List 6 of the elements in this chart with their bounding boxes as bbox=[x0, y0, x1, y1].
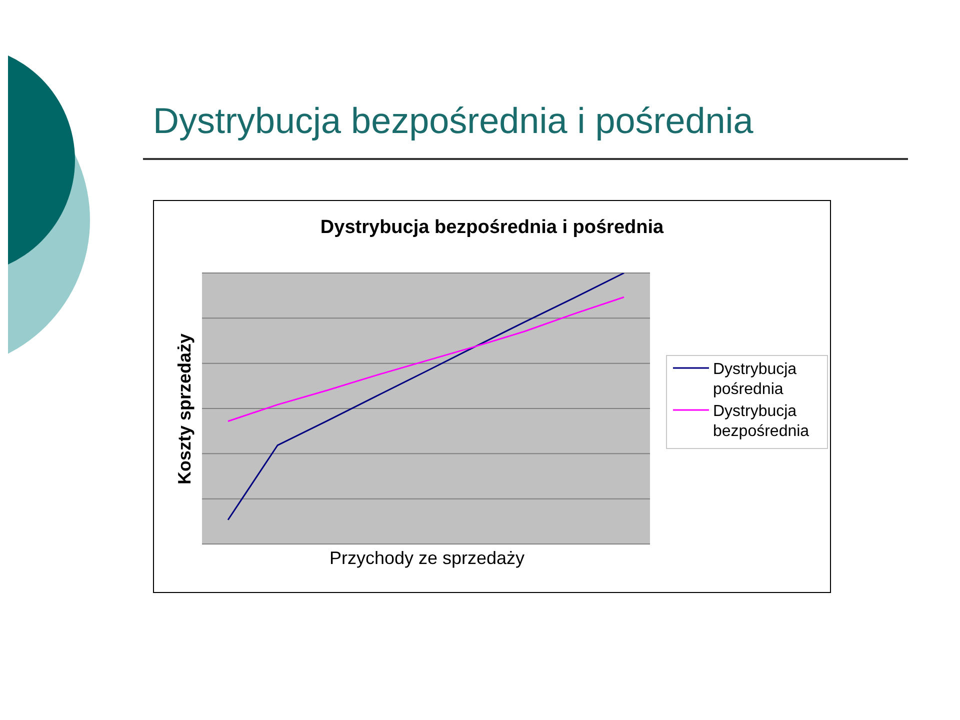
chart-title: Dystrybucja bezpośrednia i pośrednia bbox=[153, 100, 754, 142]
legend-label: Dystrybucja pośrednia bbox=[713, 360, 798, 400]
legend-label: Dystrybucja bezpośrednia bbox=[713, 402, 810, 442]
y-axis-title: Koszty sprzedaży bbox=[174, 333, 196, 485]
chart-subtitle: Dystrybucja bezpośrednia i pośrednia bbox=[319, 217, 665, 239]
x-axis-title: Przychody ze sprzedaży bbox=[328, 548, 526, 569]
